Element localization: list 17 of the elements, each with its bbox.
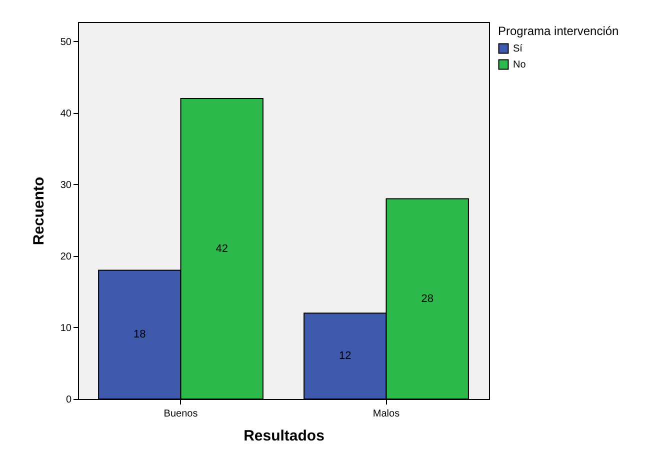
y-tick-label: 30 xyxy=(60,180,72,191)
y-axis-title: Recuento xyxy=(30,176,48,246)
y-tick-label: 50 xyxy=(60,36,72,48)
legend-title: Programa intervención xyxy=(498,24,619,38)
data-label: 28 xyxy=(421,292,434,305)
legend-label: No xyxy=(513,60,526,70)
data-label: 18 xyxy=(134,328,146,341)
y-tick-label: 40 xyxy=(60,108,72,120)
x-tick-label: Malos xyxy=(372,408,400,420)
data-label: 42 xyxy=(216,242,228,255)
y-tick-label: 0 xyxy=(66,394,72,406)
legend-label: Sí xyxy=(513,44,523,54)
y-tick-label: 20 xyxy=(60,251,72,262)
x-tick-label: Buenos xyxy=(164,408,198,420)
x-axis-title: Resultados xyxy=(244,428,324,444)
y-tick-label: 10 xyxy=(60,322,72,334)
data-label: 12 xyxy=(339,350,352,362)
